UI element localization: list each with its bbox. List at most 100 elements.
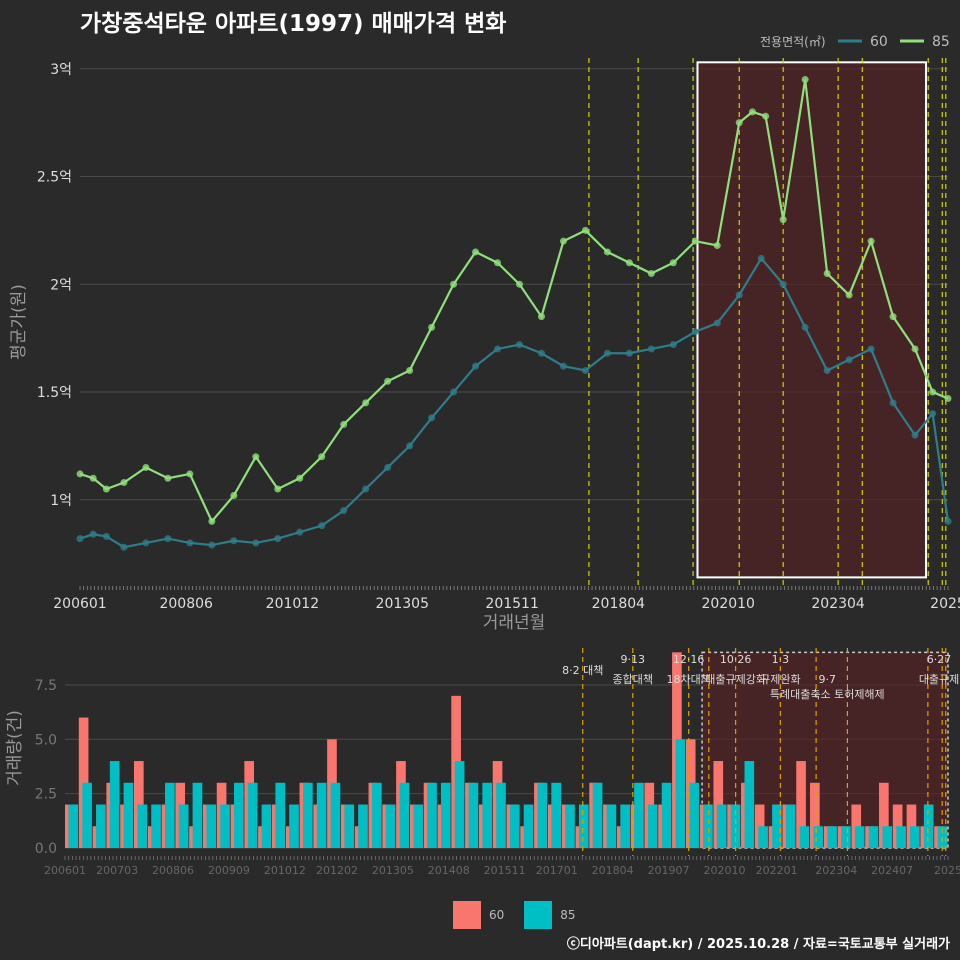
x-tick-label: 200601 bbox=[44, 864, 86, 877]
x-tick-label: 202304 bbox=[815, 864, 857, 877]
series-85-point bbox=[318, 453, 326, 461]
x-tick-label: 201012 bbox=[264, 864, 306, 877]
series-85-point bbox=[428, 323, 436, 331]
series-60-point bbox=[537, 349, 545, 357]
series-60-point bbox=[603, 349, 611, 357]
x-tick-label: 201804 bbox=[592, 864, 634, 877]
x-tick-label: 202010 bbox=[702, 596, 755, 612]
policy-annotation: 12·16 bbox=[673, 653, 705, 666]
y-axis-label: 평균가(원) bbox=[9, 284, 29, 360]
policy-annotation: 1·3 bbox=[772, 653, 790, 666]
series-85-point bbox=[102, 485, 110, 493]
series-85-point bbox=[581, 226, 589, 234]
series-60-point bbox=[89, 530, 97, 538]
series-60-point bbox=[494, 345, 502, 353]
bar-85 bbox=[96, 804, 106, 848]
series-85-point bbox=[406, 366, 414, 374]
legend-title: 전용면적(㎡) bbox=[760, 35, 826, 49]
bar-85 bbox=[234, 782, 244, 848]
bar-85 bbox=[151, 804, 161, 848]
bar-85 bbox=[496, 782, 506, 848]
legend-85-label: 85 bbox=[932, 34, 950, 50]
series-85-point bbox=[691, 237, 699, 245]
bar-85 bbox=[854, 826, 865, 848]
series-85-point bbox=[625, 259, 633, 267]
bar-85 bbox=[620, 804, 630, 848]
bar-85 bbox=[399, 782, 410, 848]
series-60-point bbox=[102, 532, 110, 540]
bar-85 bbox=[578, 804, 589, 848]
x-tick-label: 201511 bbox=[484, 864, 526, 877]
x-tick-label: 201804 bbox=[592, 596, 646, 612]
bar-60 bbox=[810, 782, 820, 848]
bar-85 bbox=[551, 782, 561, 848]
series-60-point bbox=[823, 366, 831, 374]
footer-credit: ⓒ디아파트(dapt.kr) / 2025.10.28 / 자료=국토교통부 실… bbox=[566, 937, 950, 952]
series-85-point bbox=[889, 313, 897, 321]
bar-85 bbox=[316, 782, 327, 848]
x-tick-label: 200806 bbox=[152, 864, 194, 877]
bar-85 bbox=[413, 804, 424, 848]
series-60-point bbox=[845, 356, 853, 364]
y-tick-label: 1억 bbox=[50, 493, 72, 509]
policy-annotation: 규제완화 bbox=[760, 673, 800, 686]
bar-85 bbox=[882, 826, 893, 848]
bar-85 bbox=[592, 782, 603, 848]
x-tick-label: 200806 bbox=[159, 596, 213, 612]
series-85-point bbox=[515, 280, 523, 288]
policy-annotation: 9·13 bbox=[621, 653, 646, 666]
x-tick-label: 202304 bbox=[811, 596, 865, 612]
bar-85 bbox=[523, 804, 534, 848]
series-85-point bbox=[911, 345, 919, 353]
bar-85 bbox=[358, 804, 368, 848]
x-tick-label: 201907 bbox=[648, 864, 690, 877]
bar-85 bbox=[730, 804, 741, 848]
series-60-point bbox=[76, 535, 84, 543]
bar-85 bbox=[647, 804, 658, 848]
bar-85 bbox=[468, 782, 479, 848]
series-60-point bbox=[406, 442, 414, 450]
series-60-point bbox=[889, 399, 897, 407]
legend-60-label: 60 bbox=[870, 34, 888, 50]
series-85-point bbox=[76, 470, 84, 478]
bar-85 bbox=[896, 826, 906, 848]
series-60-point bbox=[779, 280, 787, 288]
series-85-point bbox=[362, 399, 370, 407]
bar-85 bbox=[82, 782, 92, 848]
bar-85 bbox=[634, 782, 644, 848]
series-60-point bbox=[274, 535, 282, 543]
policy-annotation: 8·2 대책 bbox=[562, 664, 603, 677]
series-60-point bbox=[581, 366, 589, 374]
series-85-point bbox=[230, 491, 238, 499]
series-85-point bbox=[735, 119, 743, 127]
series-60-point bbox=[713, 319, 721, 327]
series-60-point bbox=[515, 341, 523, 349]
series-60-point bbox=[384, 463, 392, 471]
policy-annotation: 종합대책 bbox=[613, 673, 653, 686]
x-tick-label: 201511 bbox=[485, 596, 538, 612]
x-tick-label: 2025 bbox=[934, 864, 960, 877]
bar-85 bbox=[689, 782, 699, 848]
series-85-point bbox=[208, 517, 216, 525]
x-tick-label: 201305 bbox=[376, 596, 429, 612]
bar-85 bbox=[371, 782, 382, 848]
policy-annotation: 6·27 bbox=[927, 653, 952, 666]
y-tick-label: 3억 bbox=[50, 62, 72, 78]
bar-85 bbox=[509, 804, 520, 848]
bar-legend: 60 85 bbox=[453, 901, 576, 929]
x-tick-label: 200703 bbox=[96, 864, 138, 877]
series-85-point bbox=[944, 395, 952, 403]
bar-60 bbox=[796, 761, 806, 848]
bar-85 bbox=[261, 804, 272, 848]
bar-85 bbox=[827, 826, 837, 848]
bar-85 bbox=[910, 826, 920, 848]
y-axis-label: 거래량(건) bbox=[5, 710, 25, 786]
bar-85 bbox=[841, 826, 851, 848]
series-85-point bbox=[801, 76, 809, 84]
area-legend: 전용면적(㎡) 60 85 bbox=[760, 34, 950, 50]
series-60-point bbox=[801, 323, 809, 331]
series-60-point bbox=[252, 539, 260, 547]
x-tick-label: 202201 bbox=[756, 864, 798, 877]
series-85-point bbox=[603, 248, 611, 256]
